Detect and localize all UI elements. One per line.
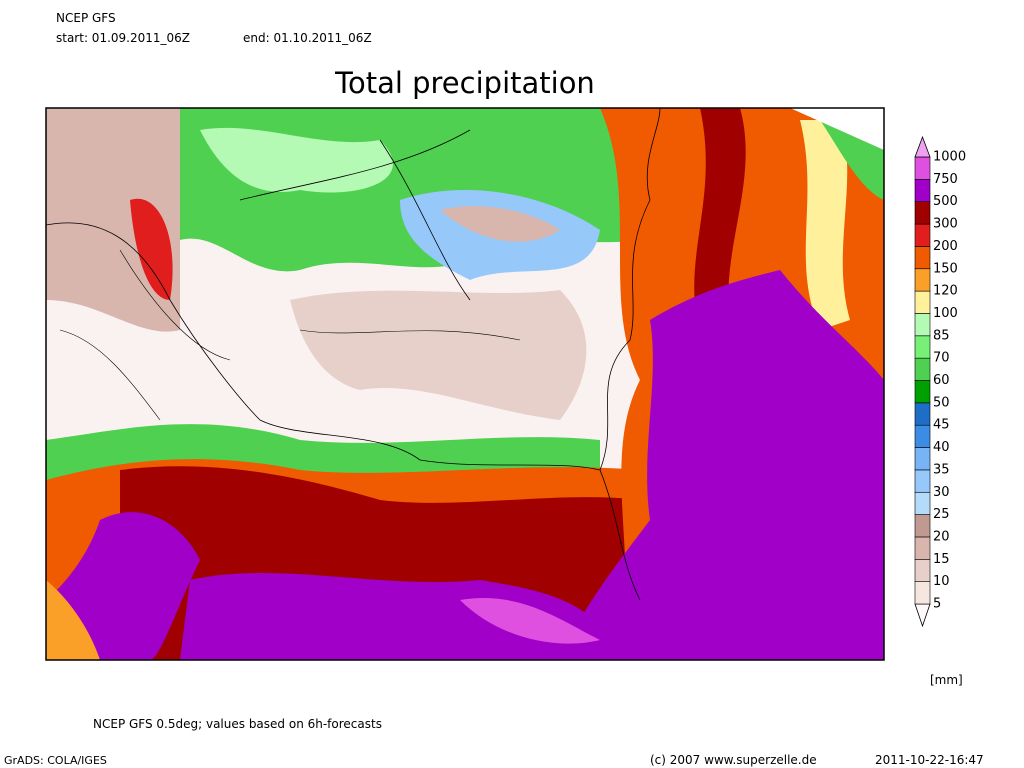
colorbar-label: 150 [933,261,958,276]
projection-edge [790,108,884,150]
map-frame [45,107,885,661]
copyright: (c) 2007 www.superzelle.de [650,753,817,767]
map [46,108,884,660]
precip-magenta [460,598,600,644]
footer-note: NCEP GFS 0.5deg; values based on 6h-fore… [93,717,382,731]
colorbar-box [914,380,931,404]
colorbar-box [914,514,931,538]
colorbar-box [914,536,931,560]
colorbar-box [914,424,931,448]
colorbar: 5 10 15 20 25 30 35 40 45 50 60 70 85 100 120 150 200 300… [914,135,966,628]
colorbar-label: 35 [933,462,950,477]
coastline [46,108,661,601]
colorbar-label: 70 [933,351,950,366]
precip-darkred-east [694,108,746,330]
colorbar-label: 85 [933,328,950,343]
colorbar-box [914,335,931,359]
precip-purple-west [46,512,200,660]
colorbar-box [914,246,931,270]
border [59,249,521,421]
colorbar-label: 100 [933,306,958,321]
colorbar-box [914,447,931,471]
colorbar-end [914,135,931,158]
colorbar-label: 120 [933,284,958,299]
colorbar-box [914,268,931,292]
start-time: start: 01.09.2011_06Z [56,31,190,45]
colorbar-label: 1000 [933,150,966,165]
colorbar-box [914,491,931,515]
colorbar-label: 30 [933,485,950,500]
colorbar-box [914,223,931,247]
colorbar-label: 25 [933,507,950,522]
precip-brown [440,206,560,242]
colorbar-box [914,357,931,381]
colorbar-box [914,201,931,225]
colorbar-box [914,179,931,203]
colorbar-label: 50 [933,395,950,410]
colorbar-label: 45 [933,418,950,433]
title: Total precipitation [334,66,595,100]
precip-orange-west [46,580,100,660]
unit: [mm] [930,673,963,687]
colorbar-box [914,581,931,605]
source: NCEP GFS [56,11,116,25]
colorbar-label: 750 [933,172,958,187]
precip-red [130,198,173,300]
colorbar-label: 60 [933,373,950,388]
colorbar-label: 300 [933,217,958,232]
colorbar-label: 200 [933,239,958,254]
end-time: end: 01.10.2011_06Z [243,31,372,45]
colorbar-box [914,313,931,337]
timestamp: 2011-10-22-16:47 [875,753,984,767]
colorbar-label: 15 [933,552,950,567]
colorbar-box [914,469,931,493]
colorbar-box [914,290,931,314]
precip-lightgreen [200,127,393,193]
colorbar-label: 40 [933,440,950,455]
precip-pale [290,290,587,420]
colorbar-label: 5 [933,597,941,612]
colorbar-label: 10 [933,574,950,589]
colorbar-end [914,603,931,628]
colorbar-label: 20 [933,529,950,544]
colorbar-box [914,156,931,180]
colorbar-label: 500 [933,194,958,209]
colorbar-box [914,558,931,582]
colorbar-box [914,402,931,426]
precip-yellow-east [800,120,850,330]
precip-purple-east [560,270,884,660]
grads-credit: GrADS: COLA/IGES [4,754,107,767]
precip-purple-south [180,572,620,660]
